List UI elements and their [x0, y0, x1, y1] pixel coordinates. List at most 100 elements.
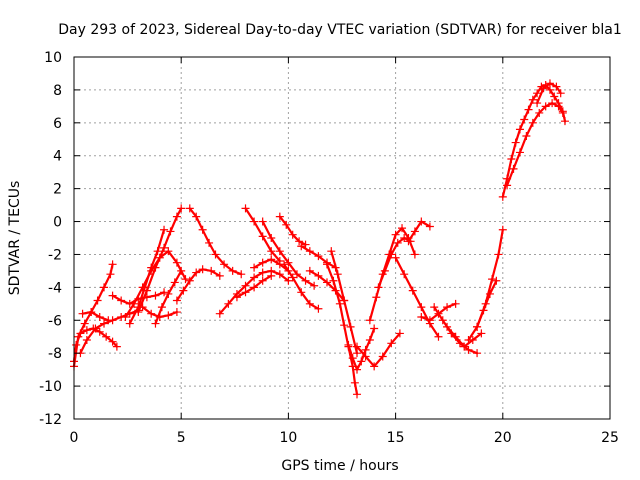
data-point [541, 102, 550, 111]
data-point [232, 293, 241, 302]
data-point [370, 324, 379, 333]
data-point [451, 299, 460, 308]
data-point [477, 329, 486, 338]
data-point [177, 266, 186, 275]
data-point [464, 345, 473, 354]
series-arc-19 [280, 260, 323, 313]
data-point [284, 258, 293, 267]
data-point [305, 266, 314, 275]
data-point [192, 212, 201, 221]
data-point [329, 276, 338, 285]
series-arc-14 [232, 271, 276, 302]
data-point [310, 281, 319, 290]
data-point [305, 247, 314, 256]
data-point [91, 324, 100, 333]
data-point [340, 321, 349, 330]
data-point [151, 319, 160, 328]
y-tick-labels: -12 -10 -8 -6 -4 -2 0 2 4 6 8 10 [39, 50, 62, 428]
data-point [460, 342, 469, 351]
series-line [506, 101, 564, 187]
series-line [128, 228, 166, 325]
data-point [297, 288, 306, 297]
data-point [301, 240, 310, 249]
data-point [295, 237, 304, 246]
y-tick-label: 4 [53, 149, 62, 165]
data-point [391, 253, 400, 262]
data-point [215, 309, 224, 318]
data-point [179, 286, 188, 295]
series-arc-37 [533, 79, 565, 108]
data-point [185, 204, 194, 213]
data-point [353, 342, 362, 351]
data-point [147, 309, 156, 318]
series-arc-33 [464, 225, 507, 345]
series-line [394, 256, 440, 338]
data-point [82, 326, 91, 335]
data-point [166, 227, 175, 236]
data-point [327, 247, 336, 256]
data-point [160, 243, 169, 252]
data-point [350, 378, 359, 387]
series-arc-31 [430, 303, 482, 358]
data-point [344, 340, 353, 349]
grid-layer [74, 57, 610, 419]
series-arc-28 [391, 253, 443, 341]
data-point [172, 212, 181, 221]
series-line [355, 332, 401, 368]
data-point [380, 266, 389, 275]
data-point [558, 108, 567, 117]
data-point [220, 260, 229, 269]
data-point [410, 227, 419, 236]
data-point [361, 352, 370, 361]
data-point [301, 276, 310, 285]
data-point [548, 99, 557, 108]
data-point [554, 102, 563, 111]
data-point [275, 212, 284, 221]
data-point [205, 238, 214, 247]
data-point [142, 286, 151, 295]
chart-title: Day 293 of 2023, Sidereal Day-to-day VTE… [58, 22, 621, 38]
y-tick-label: -10 [39, 379, 62, 395]
data-point [378, 352, 387, 361]
data-point [267, 271, 276, 280]
data-point [400, 270, 409, 279]
data-point [522, 131, 531, 140]
data-point [228, 266, 237, 275]
x-tick-label: 20 [494, 430, 512, 446]
data-point [473, 349, 482, 358]
data-point [314, 252, 323, 261]
data-point [528, 118, 537, 127]
data-point [172, 308, 181, 317]
series-arc-32 [443, 322, 486, 351]
data-point [322, 278, 331, 287]
series-arc-23 [327, 247, 362, 358]
data-point [275, 270, 284, 279]
data-point [485, 289, 494, 298]
data-point [177, 204, 186, 213]
data-point [322, 260, 331, 269]
data-point [395, 329, 404, 338]
data-point [121, 312, 130, 321]
data-point [365, 336, 374, 345]
data-point [340, 296, 349, 305]
data-point [479, 306, 488, 315]
data-point [494, 250, 503, 259]
data-point [250, 283, 259, 292]
data-point [539, 84, 548, 93]
data-point [108, 260, 117, 269]
series-line [325, 263, 359, 396]
data-point [151, 263, 160, 272]
data-point [250, 263, 259, 272]
data-point [438, 316, 447, 325]
data-point [215, 271, 224, 280]
data-point [511, 138, 520, 147]
series-arc-8 [134, 204, 186, 317]
data-point [292, 270, 301, 279]
data-point [545, 79, 554, 88]
data-point [305, 299, 314, 308]
data-point [288, 230, 297, 239]
data-point [282, 220, 291, 229]
data-point [164, 247, 173, 256]
data-point [224, 299, 233, 308]
data-point [130, 299, 139, 308]
